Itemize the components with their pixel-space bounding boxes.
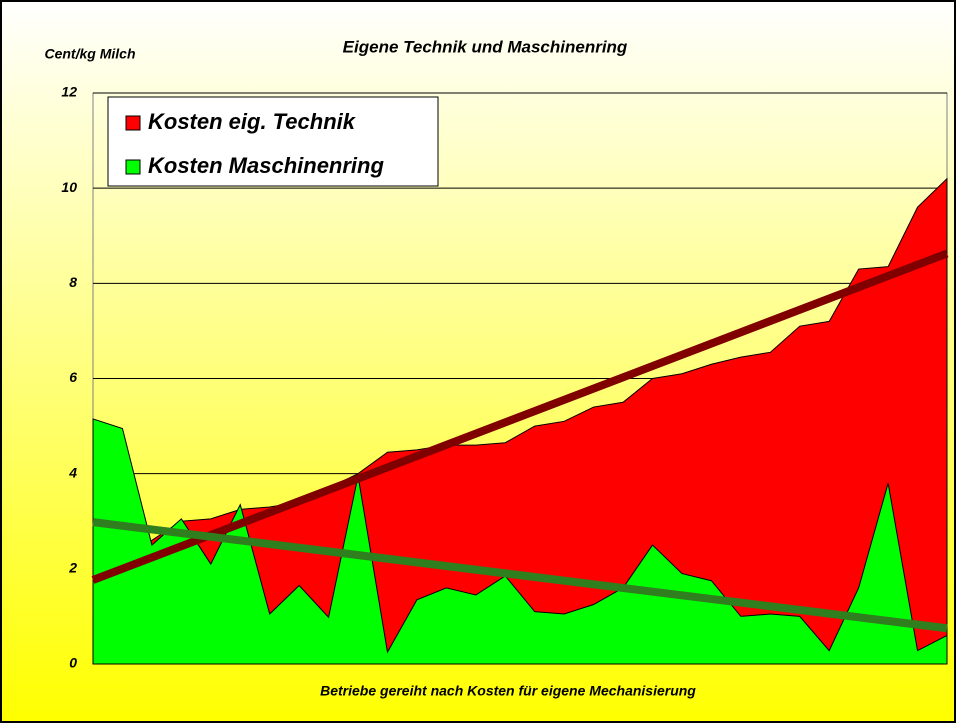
y-tick-label: 12 xyxy=(61,84,77,100)
area xyxy=(92,177,948,665)
y-axis-label: Cent/kg Milch xyxy=(44,46,135,62)
trend-line xyxy=(91,249,949,584)
legend-swatch xyxy=(125,115,141,131)
y-tick-label: 6 xyxy=(69,369,77,385)
trend-line xyxy=(92,518,948,633)
y-tick-label: 10 xyxy=(61,179,77,195)
y-tick-label: 2 xyxy=(68,560,77,576)
legend-label: Kosten Maschinenring xyxy=(148,153,384,178)
legend-label: Kosten eig. Technik xyxy=(148,109,357,134)
chart-title: Eigene Technik und Maschinenring xyxy=(343,37,628,56)
y-tick-label: 0 xyxy=(69,655,77,671)
y-tick-label: 8 xyxy=(69,274,77,290)
legend: Kosten eig. Technik Kosten Maschinenring xyxy=(107,96,439,187)
area xyxy=(92,418,948,665)
x-axis-label: Betriebe gereiht nach Kosten für eigene … xyxy=(320,683,696,699)
legend-swatch xyxy=(125,159,141,175)
y-tick-label: 4 xyxy=(68,464,77,480)
legend-box xyxy=(107,96,439,187)
